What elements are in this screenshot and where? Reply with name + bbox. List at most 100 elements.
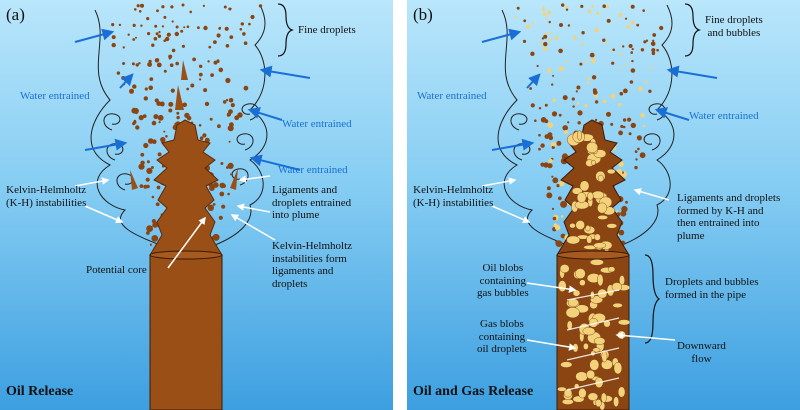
oil-droplet [656, 48, 659, 52]
oil-droplet [229, 7, 232, 10]
oil-droplet [222, 100, 227, 104]
label-ligaments: Ligaments and droplets entrained into pl… [272, 184, 352, 221]
oil-droplet [134, 8, 137, 11]
downward-flow-lines [566, 289, 620, 391]
oil-droplet [129, 88, 134, 94]
oil-droplet [562, 125, 568, 131]
gas-blob [576, 192, 587, 204]
oil-droplet [643, 40, 647, 44]
oil-droplet [227, 162, 234, 169]
oil-droplet [140, 24, 143, 27]
oil-droplet [589, 52, 595, 58]
oil-droplet [171, 20, 174, 23]
oil-droplet [156, 62, 162, 68]
oil-droplet [157, 152, 162, 157]
label-gas-blobs: Gas blobs containing oil droplets [477, 318, 527, 355]
oil-droplet [227, 192, 230, 196]
gas-bubble [547, 122, 553, 128]
oil-droplet [529, 87, 532, 90]
gas-blobs-in-pipe [557, 258, 631, 410]
gas-bubble [602, 99, 607, 104]
brace [684, 3, 701, 57]
oil-droplet [551, 175, 554, 178]
gas-blob [583, 342, 589, 350]
label-water-entrained: Water entrained [689, 110, 759, 122]
oil-droplet [250, 14, 255, 20]
gas-bubble [644, 80, 648, 83]
oil-droplet [217, 124, 221, 129]
oil-droplet [192, 57, 197, 62]
gas-bubble [642, 124, 646, 128]
gas-blob [613, 396, 620, 408]
oil-droplet [219, 182, 226, 189]
gas-blob [608, 266, 616, 273]
oil-droplet [169, 63, 174, 67]
oil-droplet [530, 51, 535, 56]
oil-droplet [258, 4, 263, 8]
gas-blob [600, 392, 607, 403]
oil-droplet [546, 192, 553, 199]
oil-droplet [242, 32, 246, 36]
water-arrow [247, 107, 283, 121]
gas-bubble [549, 31, 552, 34]
kh-vortex [116, 173, 134, 191]
pointer-arrow [633, 188, 670, 201]
oil-plume-diagram [74, 3, 311, 410]
oil-droplet [648, 89, 652, 94]
oil-droplet [181, 3, 185, 7]
gas-bubble [610, 93, 616, 99]
oil-droplet [577, 121, 581, 125]
oil-droplet [174, 31, 179, 37]
oil-droplet [202, 4, 205, 7]
gas-blob [579, 180, 590, 192]
label-water-entrained: Water entrained [417, 90, 487, 102]
label-oil-blobs: Oil blobs containing gas bubbles [477, 262, 529, 299]
gas-bubble [547, 10, 551, 15]
oil-droplet [522, 39, 527, 44]
gas-blob [586, 235, 593, 244]
label-ligaments: Ligaments and droplets formed by K-H and… [677, 192, 781, 242]
oil-droplet [140, 3, 144, 8]
oil-droplet [652, 39, 655, 42]
gas-bubble [548, 38, 552, 42]
gas-blob [595, 399, 602, 408]
oil-droplet [219, 191, 225, 197]
label-kh-form: Kelvin-Helmholtz instabilities form liga… [272, 240, 353, 290]
oil-droplet [140, 152, 145, 157]
oil-droplet [543, 162, 549, 168]
gas-bubble [618, 13, 623, 18]
gas-bubble [565, 59, 568, 63]
oil-droplet [552, 177, 559, 184]
gas-bubble [558, 180, 565, 187]
oil-droplet [133, 119, 137, 123]
gas-blob [597, 214, 608, 220]
oil-droplet [111, 35, 116, 40]
oil-droplet [636, 23, 640, 27]
pointer-arrow [481, 177, 517, 187]
oil-droplet [155, 202, 160, 207]
oil-droplet [151, 195, 155, 199]
gas-blob [558, 280, 567, 292]
gas-bubble [650, 66, 653, 70]
oil-droplet [556, 140, 562, 146]
oil-droplet [627, 117, 632, 122]
oil-droplet [168, 101, 174, 107]
gas-blob [597, 174, 604, 183]
gas-bubble [594, 27, 599, 33]
gas-blob [606, 168, 616, 175]
panel-title: Oil and Gas Release [413, 384, 534, 399]
label-fine-droplets-bubbles: Fine droplets and bubbles [705, 14, 763, 39]
oil-droplet [190, 83, 195, 88]
oil-droplet [637, 147, 640, 151]
oil-droplet [558, 48, 563, 54]
oil-droplet [239, 28, 243, 31]
gas-blob [589, 359, 600, 371]
oil-droplet [211, 235, 216, 240]
oil-droplet [143, 142, 149, 149]
gas-bubble [619, 53, 623, 56]
gas-blob [593, 337, 606, 345]
oil-droplet [628, 44, 633, 48]
gas-bubble [550, 142, 555, 146]
pipe-rim [556, 250, 630, 260]
ligament [130, 170, 138, 190]
